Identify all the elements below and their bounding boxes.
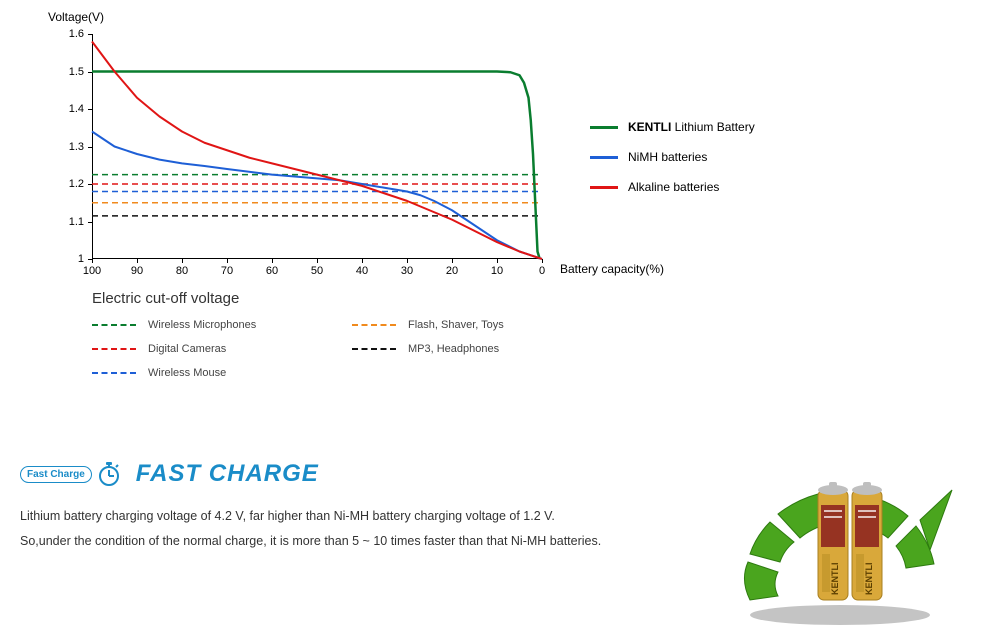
x-tick	[227, 259, 228, 263]
cutoff-legend-label: Wireless Mouse	[148, 367, 226, 379]
battery-arrow-graphic: KENTLI KENTLI	[720, 450, 960, 630]
legend-swatch	[590, 126, 618, 129]
y-tick-label: 1.6	[54, 28, 84, 40]
plot-svg	[92, 34, 542, 259]
legend-label: Alkaline batteries	[628, 180, 719, 194]
cutoff-grid: Wireless Microphones Flash, Shaver, Toys D…	[92, 319, 612, 379]
cutoff-legend-block: Electric cut-off voltage Wireless Microp…	[92, 290, 612, 379]
cutoff-legend-item: Flash, Shaver, Toys	[352, 319, 592, 331]
cutoff-legend-label: MP3, Headphones	[408, 343, 499, 355]
cutoff-legend-dash	[92, 348, 136, 350]
legend-item: Alkaline batteries	[590, 180, 755, 194]
y-tick	[88, 184, 92, 185]
fast-charge-icon: Fast Charge	[20, 461, 122, 487]
legend-swatch	[590, 186, 618, 189]
shadow-ellipse	[750, 605, 930, 625]
y-tick-label: 1.3	[54, 141, 84, 153]
y-tick-label: 1	[54, 253, 84, 265]
cutoff-legend-dash	[352, 348, 396, 350]
y-tick	[88, 222, 92, 223]
battery-icon: KENTLI	[852, 482, 882, 600]
legend-item: KENTLI Lithium Battery	[590, 120, 755, 134]
legend-swatch	[590, 156, 618, 159]
series-nimh	[92, 132, 542, 260]
y-tick	[88, 147, 92, 148]
svg-text:KENTLI: KENTLI	[864, 563, 874, 596]
x-tick-label: 20	[446, 265, 458, 277]
stopwatch-icon	[96, 461, 122, 487]
x-tick	[407, 259, 408, 263]
y-axis-title: Voltage(V)	[48, 10, 104, 24]
x-tick-label: 100	[83, 265, 101, 277]
x-tick-label: 0	[539, 265, 545, 277]
x-tick	[182, 259, 183, 263]
legend-item: NiMH batteries	[590, 150, 755, 164]
x-tick-label: 80	[176, 265, 188, 277]
x-tick-label: 70	[221, 265, 233, 277]
x-tick	[452, 259, 453, 263]
cutoff-legend-label: Flash, Shaver, Toys	[408, 319, 504, 331]
x-tick-label: 60	[266, 265, 278, 277]
cutoff-legend-item: Digital Cameras	[92, 343, 332, 355]
cutoff-legend-label: Digital Cameras	[148, 343, 226, 355]
y-tick-label: 1.2	[54, 178, 84, 190]
cutoff-legend-label: Wireless Microphones	[148, 319, 256, 331]
x-tick-label: 10	[491, 265, 503, 277]
y-tick	[88, 34, 92, 35]
cutoff-legend-dash	[92, 372, 136, 374]
x-tick	[362, 259, 363, 263]
y-tick-label: 1.4	[54, 103, 84, 115]
x-tick-label: 50	[311, 265, 323, 277]
fast-charge-line1: Lithium battery charging voltage of 4.2 …	[20, 504, 660, 529]
cutoff-legend-item: MP3, Headphones	[352, 343, 592, 355]
x-tick	[272, 259, 273, 263]
series-legend: KENTLI Lithium Battery NiMH batteries Alka…	[590, 120, 755, 210]
cutoff-legend-item: Wireless Microphones	[92, 319, 332, 331]
x-tick	[137, 259, 138, 263]
fast-charge-line2: So,under the condition of the normal cha…	[20, 529, 660, 554]
fast-charge-text: Lithium battery charging voltage of 4.2 …	[20, 504, 660, 554]
x-tick	[542, 259, 543, 263]
cutoff-legend-dash	[352, 324, 396, 326]
x-tick	[92, 259, 93, 263]
y-tick-label: 1.5	[54, 66, 84, 78]
y-tick-label: 1.1	[54, 216, 84, 228]
x-tick	[317, 259, 318, 263]
x-tick-label: 30	[401, 265, 413, 277]
fast-charge-badge: Fast Charge	[20, 466, 92, 483]
x-tick	[497, 259, 498, 263]
legend-label: KENTLI Lithium Battery	[628, 120, 755, 134]
cutoff-title: Electric cut-off voltage	[92, 290, 612, 307]
x-tick-label: 90	[131, 265, 143, 277]
battery-icon: KENTLI	[818, 482, 848, 600]
legend-label: NiMH batteries	[628, 150, 707, 164]
x-axis-title: Battery capacity(%)	[560, 262, 664, 276]
voltage-chart: Voltage(V) 11.11.21.31.41.51.61009080706…	[30, 10, 760, 400]
y-tick	[88, 109, 92, 110]
plot-area: 11.11.21.31.41.51.6100908070605040302010…	[92, 34, 542, 259]
cutoff-legend-item: Wireless Mouse	[92, 367, 332, 379]
fast-charge-title: FAST CHARGE	[136, 460, 319, 488]
y-tick	[88, 72, 92, 73]
x-tick-label: 40	[356, 265, 368, 277]
cutoff-legend-dash	[92, 324, 136, 326]
svg-text:KENTLI: KENTLI	[830, 563, 840, 596]
